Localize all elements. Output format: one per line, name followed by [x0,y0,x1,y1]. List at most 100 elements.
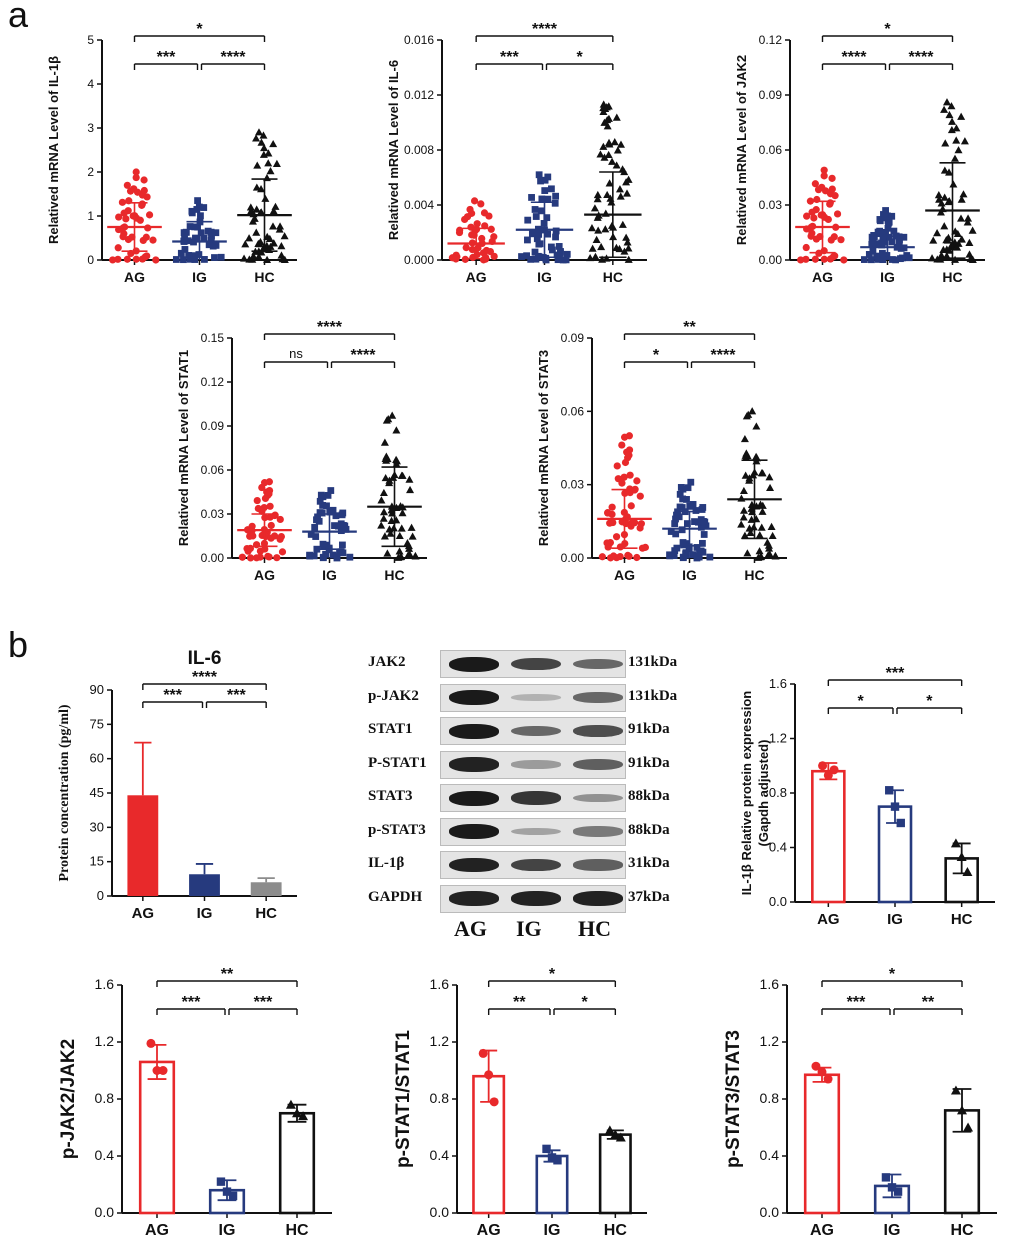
bar-ag [811,769,846,904]
bar-ig [535,1154,569,1215]
significance-label: * [582,994,589,1011]
data-point [865,251,873,258]
data-point [831,192,839,200]
data-point [757,523,766,531]
data-point [952,136,961,144]
data-point [957,235,966,243]
data-point [559,256,567,264]
significance-bracket: *** [142,687,204,708]
data-point [269,139,278,148]
blot-strip [440,650,626,678]
data-points-hc [928,98,977,263]
significance-bracket: ** [623,319,756,340]
data-point [621,458,630,467]
data-point [817,211,825,219]
data-point [377,496,386,504]
x-tick-label: IG [682,567,697,583]
data-point [945,110,954,119]
data-point [555,243,563,250]
y-axis-label: Relatived mRNA Level of IL-1β [46,56,61,244]
data-points-ig [666,478,714,562]
data-point [452,255,460,263]
data-point [869,247,877,255]
data-point [123,255,131,263]
data-point [740,434,749,443]
data-point [380,438,389,446]
data-point [830,233,838,241]
data-point [384,415,393,423]
data-point [934,190,943,199]
data-point [258,507,266,515]
significance-bracket: * [896,693,963,714]
y-tick-label: 0.8 [95,1090,115,1106]
y-tick-label: 0.15 [201,331,225,345]
bar-hc [250,882,282,896]
blot-band [449,757,499,772]
data-point [890,802,900,811]
data-point [397,524,406,532]
data-point [872,240,880,248]
x-tick-label: AG [132,905,155,922]
data-point [593,195,602,203]
y-tick-label: 0.016 [404,33,434,47]
data-point [528,194,535,201]
y-tick-label: 1.2 [430,1033,450,1049]
data-point [456,226,464,234]
data-point [542,1144,551,1154]
data-point [383,549,392,557]
x-tick-label: HC [744,567,764,583]
y-tick-label: 0.06 [201,463,225,477]
data-point [610,138,619,146]
y-tick-label: 1.6 [769,676,787,691]
data-point [278,548,287,556]
data-point [962,867,973,877]
blot-strip [440,884,626,913]
data-point [706,553,714,561]
chart-il6-protein: 0 15 30 45 60 75 90 AG IG HC Protein concentration… [57,648,297,922]
blot-band [573,826,623,837]
data-point [628,519,636,527]
data-point [607,221,616,229]
data-point [315,517,323,525]
data-point [197,212,204,220]
data-point [323,502,330,510]
data-point [876,216,884,223]
x-tick-label: HC [951,911,973,928]
x-tick-label: AG [614,567,635,583]
x-tick-label: HC [604,1222,628,1239]
x-tick-label: AG [810,1222,834,1239]
y-tick-label: 0.0 [769,894,787,909]
data-point [276,515,284,524]
blot-strip [440,851,626,879]
data-point [810,214,818,222]
data-point [267,521,275,530]
data-point [120,209,128,217]
data-point [766,483,775,492]
significance-label: **** [711,347,737,364]
data-point [605,540,613,549]
data-point [172,256,180,263]
data-point [679,495,687,503]
data-point [216,1177,226,1186]
data-point [869,239,876,246]
blot-protein-label: GAPDH [368,888,423,905]
data-point [965,238,974,246]
data-point [740,531,749,539]
blot-protein-label: P-STAT1 [368,754,427,771]
data-point [828,174,836,182]
chart-stat1-mrna: 0.00 0.03 0.06 0.09 0.12 0.15 AG IG HC Relatived … [176,319,427,583]
data-point [940,222,949,230]
data-point [885,233,893,241]
data-point [837,236,845,244]
data-point [879,234,887,242]
data-point [316,509,324,516]
data-point [618,220,627,228]
y-tick-label: 90 [90,682,104,697]
data-point [114,244,122,252]
data-point [132,168,140,176]
data-point [896,818,905,828]
data-point [748,407,757,415]
significance-label: *** [886,665,905,682]
data-point [553,1156,562,1165]
chart-il1b-mrna: 0 1 2 3 4 5 AG IG HC Relatived mRNA Level of IL-1… [46,21,297,285]
